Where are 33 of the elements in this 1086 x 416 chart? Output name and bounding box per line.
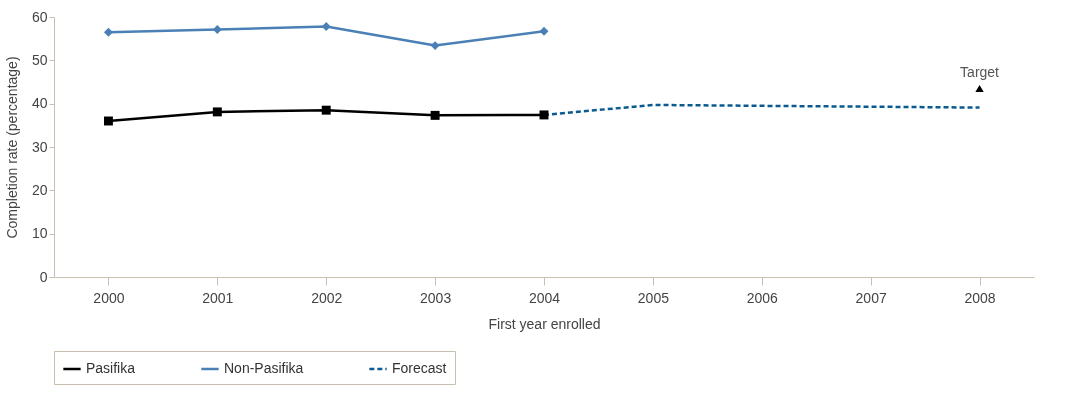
x-tick-label: 2008: [964, 289, 996, 306]
x-tick-label: 2006: [746, 289, 779, 306]
y-tick-label: 40: [31, 95, 48, 112]
x-tick-label: 2005: [637, 289, 670, 306]
y-tick-label: 10: [31, 225, 48, 242]
y-axis-title: Completion rate (percentage): [3, 56, 20, 239]
annotation: Target: [960, 63, 1000, 80]
point: [430, 41, 440, 51]
point: [212, 25, 222, 35]
y-tick-label: 20: [31, 181, 48, 198]
point: [103, 116, 113, 126]
legend-label: Non-Pasifika: [224, 360, 304, 376]
y-tick-label: 60: [31, 8, 48, 25]
x-tick-label: 2002: [311, 289, 343, 306]
legend-label: Pasifika: [86, 360, 136, 376]
x-tick-label: 2001: [202, 289, 234, 306]
x-tick-label: 2003: [420, 289, 452, 306]
y-tick-label: 50: [31, 51, 48, 68]
point: [321, 105, 331, 115]
x-tick-label: 2004: [528, 289, 561, 306]
y-tick-label: 0: [39, 268, 48, 285]
point: [975, 84, 984, 93]
point: [321, 22, 331, 32]
point: [212, 107, 222, 117]
point: [539, 26, 549, 36]
legend-label: Forecast: [392, 360, 447, 376]
y-tick-label: 30: [31, 138, 48, 155]
x-tick-label: 2007: [855, 289, 887, 306]
point: [539, 110, 549, 120]
x-axis-title: First year enrolled: [488, 315, 601, 332]
point: [430, 110, 440, 120]
x-tick-label: 2000: [93, 289, 125, 306]
point: [103, 27, 113, 37]
